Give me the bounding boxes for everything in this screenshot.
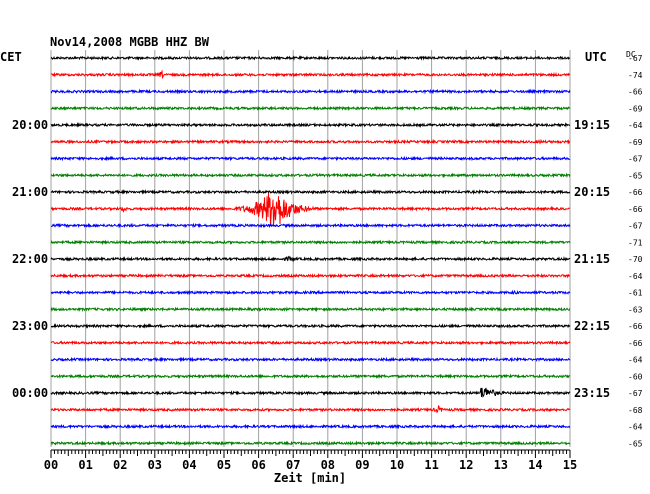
- dc-label: DC: [626, 50, 636, 59]
- left-hour-label: 22:00: [12, 252, 48, 266]
- dc-offset-label: -64: [628, 423, 643, 432]
- right-hour-label: 20:15: [574, 185, 610, 199]
- seismic-trace: [50, 88, 571, 95]
- dc-offset-label: -65: [628, 171, 643, 180]
- dc-offset-label: -66: [628, 205, 643, 214]
- left-hour-label: 20:00: [12, 118, 48, 132]
- label-group: 20:00 21:00 22:00 23:00 00:00 19:15 20:15 21:15…: [12, 54, 643, 448]
- dc-offset-label: -63: [628, 305, 643, 314]
- seismic-trace: [50, 239, 571, 246]
- seismic-trace: [50, 255, 571, 263]
- dc-offset-label: -64: [628, 272, 643, 281]
- left-hour-label: 00:00: [12, 386, 48, 400]
- left-hour-label: 21:00: [12, 185, 48, 199]
- x-tick-label: 02: [113, 458, 127, 472]
- dc-offset-label: -64: [628, 356, 643, 365]
- x-tick-label: 08: [321, 458, 335, 472]
- seismic-trace: [50, 122, 570, 128]
- dc-offset-label: -71: [628, 238, 643, 247]
- right-hour-label: 23:15: [574, 386, 610, 400]
- seismic-trace: [50, 105, 571, 112]
- seismic-trace: [50, 189, 571, 196]
- left-timezone-label: CET: [0, 50, 22, 64]
- dc-offset-label: -64: [628, 121, 643, 130]
- right-hour-label: 22:15: [574, 319, 610, 333]
- seismic-trace: [50, 339, 571, 346]
- dc-offset-label: -65: [628, 439, 643, 448]
- seismic-trace: [50, 373, 571, 380]
- seismic-trace: [50, 138, 571, 145]
- x-axis-label: Zeit [min]: [274, 471, 346, 485]
- seismic-trace: [50, 172, 571, 179]
- seismic-trace: [50, 356, 571, 363]
- x-tick-label: 11: [424, 458, 438, 472]
- trace-group: [50, 55, 571, 447]
- x-axis: 00 01 02 03 04 05 06 07 08 09 10 11 12 13 14 15: [44, 449, 577, 472]
- x-tick-label: 10: [390, 458, 404, 472]
- dc-offset-label: -66: [628, 322, 643, 331]
- seismic-trace: [50, 155, 571, 162]
- plot-grid: [50, 50, 571, 447]
- x-tick-label: 03: [148, 458, 162, 472]
- dc-offset-label: -60: [628, 372, 643, 381]
- seismic-trace: [50, 440, 571, 447]
- dc-offset-label: -66: [628, 339, 643, 348]
- seismic-trace: [50, 323, 571, 330]
- dc-offset-label: -66: [628, 88, 643, 97]
- dc-offset-label: -66: [628, 188, 643, 197]
- seismic-trace: [50, 405, 571, 414]
- x-tick-label: 09: [355, 458, 369, 472]
- dc-offset-label: -74: [628, 71, 643, 80]
- dc-offset-label: -67: [628, 155, 643, 164]
- x-tick-label: 14: [528, 458, 542, 472]
- seismic-trace: [50, 289, 571, 296]
- dc-offset-label: -67: [628, 222, 643, 231]
- dc-offset-label: -61: [628, 289, 643, 298]
- seismic-trace: [50, 222, 571, 229]
- seismic-trace: [50, 306, 571, 313]
- seismic-trace: [50, 387, 571, 398]
- seismic-trace: [50, 55, 571, 61]
- right-hour-label: 21:15: [574, 252, 610, 266]
- seismic-trace: [50, 69, 571, 80]
- chart-title: Nov14,2008 MGBB HHZ BW: [50, 35, 210, 49]
- right-hour-label: 19:15: [574, 118, 610, 132]
- x-tick-label: 01: [78, 458, 92, 472]
- dc-offset-label: -69: [628, 104, 643, 113]
- x-tick-label: 15: [563, 458, 577, 472]
- seismic-trace: [50, 423, 571, 430]
- seismic-trace: [50, 272, 571, 279]
- x-tick-label: 05: [217, 458, 231, 472]
- left-hour-label: 23:00: [12, 319, 48, 333]
- seismic-trace: [51, 192, 571, 227]
- x-tick-label: 07: [286, 458, 300, 472]
- dc-offset-label: -70: [628, 255, 643, 264]
- x-tick-label: 06: [251, 458, 265, 472]
- dc-offset-label: -68: [628, 406, 643, 415]
- dc-offset-label: -67: [628, 54, 643, 63]
- x-tick-label: 00: [44, 458, 58, 472]
- x-tick-label: 12: [459, 458, 473, 472]
- dc-offset-label: -69: [628, 138, 643, 147]
- x-tick-label: 04: [182, 458, 196, 472]
- right-timezone-label: UTC: [585, 50, 607, 64]
- x-tick-label: 13: [494, 458, 508, 472]
- dc-offset-label: -67: [628, 389, 643, 398]
